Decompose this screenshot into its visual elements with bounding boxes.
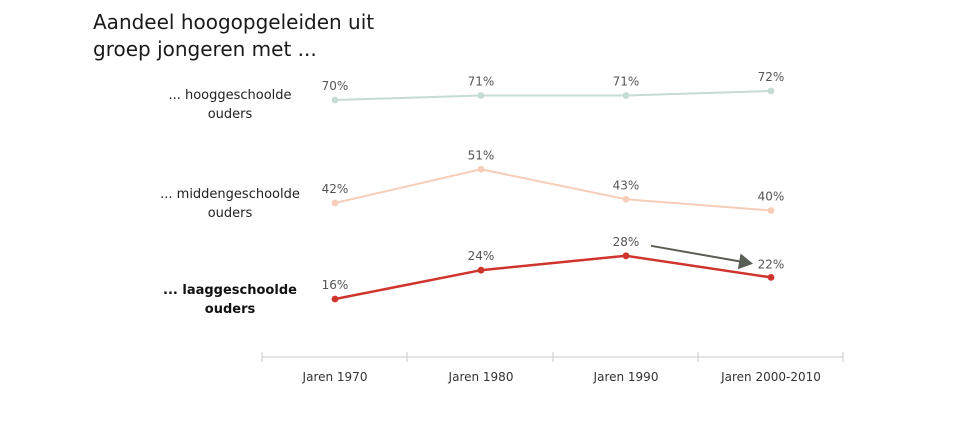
data-label-middengeschoolde-1: 51% xyxy=(468,148,495,162)
data-label-laaggeschoolde-2: 28% xyxy=(613,235,640,249)
series-label-middengeschoolde-line-1: ... middengeschoolde xyxy=(160,187,300,202)
data-point-middengeschoolde-2 xyxy=(622,195,630,203)
series-label-laaggeschoolde: ... laaggeschoolde ouders xyxy=(152,281,308,319)
series-label-laaggeschoolde-line-2: ouders xyxy=(204,302,256,317)
x-tick-label-3: Jaren 2000-2010 xyxy=(720,370,821,384)
chart-title-line-2: groep jongeren met ... xyxy=(93,37,317,61)
data-label-laaggeschoolde-0: 16% xyxy=(322,278,349,292)
data-label-hooggeschoolde-1: 71% xyxy=(468,75,495,89)
data-point-middengeschoolde-1 xyxy=(477,165,485,173)
data-label-laaggeschoolde-1: 24% xyxy=(468,249,495,263)
data-point-hooggeschoolde-2 xyxy=(622,92,630,99)
series-label-hooggeschoolde-line-1: ... hooggeschoolde xyxy=(168,88,292,103)
data-label-hooggeschoolde-2: 71% xyxy=(613,75,640,89)
series-label-laaggeschoolde-line-1: ... laaggeschoolde xyxy=(163,283,297,298)
data-label-hooggeschoolde-3: 72% xyxy=(758,70,785,84)
data-point-laaggeschoolde-3 xyxy=(767,274,775,281)
chart-title-line-1: Aandeel hoogopgeleiden uit xyxy=(93,10,375,34)
x-tick-label-2: Jaren 1990 xyxy=(593,370,659,384)
series-line-hooggeschoolde xyxy=(334,90,772,101)
data-label-hooggeschoolde-0: 70% xyxy=(322,79,349,93)
x-tick-label-0: Jaren 1970 xyxy=(302,370,368,384)
data-point-laaggeschoolde-1 xyxy=(477,266,485,274)
data-point-middengeschoolde-0 xyxy=(331,199,339,207)
series-label-middengeschoolde-line-2: ouders xyxy=(207,206,253,221)
data-point-hooggeschoolde-1 xyxy=(477,92,485,99)
data-label-middengeschoolde-3: 40% xyxy=(758,190,785,204)
data-point-hooggeschoolde-0 xyxy=(331,96,339,104)
data-point-middengeschoolde-3 xyxy=(767,207,775,214)
data-label-laaggeschoolde-3: 22% xyxy=(758,257,785,271)
series-label-hooggeschoolde: ... hooggeschoolde ouders xyxy=(152,86,308,124)
data-point-laaggeschoolde-0 xyxy=(331,295,339,303)
series-line-laaggeschoolde xyxy=(334,254,772,301)
data-label-middengeschoolde-0: 42% xyxy=(322,182,349,196)
chart-title: Aandeel hoogopgeleiden uit groep jongere… xyxy=(93,9,413,63)
series-label-hooggeschoolde-line-2: ouders xyxy=(207,107,253,122)
data-point-laaggeschoolde-2 xyxy=(622,252,630,260)
x-tick-label-1: Jaren 1980 xyxy=(448,370,514,384)
series-line-middengeschoolde xyxy=(334,168,772,212)
series-label-middengeschoolde: ... middengeschoolde ouders xyxy=(152,185,308,223)
trend-arrow xyxy=(650,244,753,270)
data-label-middengeschoolde-2: 43% xyxy=(613,178,640,192)
data-point-hooggeschoolde-3 xyxy=(767,87,775,95)
